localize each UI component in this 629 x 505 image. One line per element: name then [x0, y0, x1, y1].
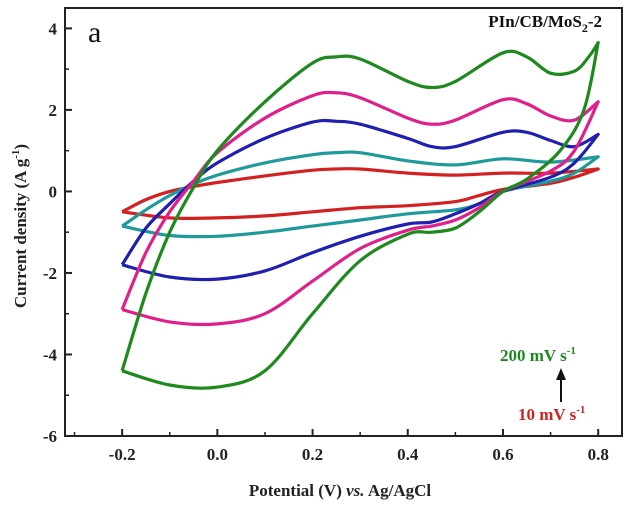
cv-curve-2 — [121, 150, 600, 239]
x-tick-label: 0.8 — [588, 445, 609, 464]
plot-frame — [64, 7, 623, 437]
x-axis-title: Potential (V) vs. Ag/AgCl — [249, 481, 432, 500]
bottom-rate-label: 10 mV s-1 — [518, 404, 585, 424]
y-tick-label: 4 — [49, 19, 58, 38]
cv-curve-5 — [120, 41, 600, 390]
x-tick-label: 0.0 — [207, 445, 228, 464]
cv-curve-3 — [120, 118, 600, 282]
ticks-layer: -0.2 0.0 0.2 0.4 0.6 0.8 -6 -4 -2 0 2 4 — [43, 19, 609, 464]
x-tick-label: -0.2 — [109, 445, 136, 464]
top-rate-label: 200 mV s-1 — [500, 345, 576, 365]
y-axis-title: Current density (A g-1) — [10, 144, 30, 308]
sample-label: PIn/CB/MoS2-2 — [488, 12, 602, 35]
x-tick-label: 0.4 — [397, 445, 419, 464]
y-tick-label: -2 — [43, 264, 57, 283]
panel-letter: a — [88, 16, 101, 49]
y-tick-label: 0 — [49, 182, 58, 201]
y-tick-label: 2 — [49, 101, 58, 120]
y-tick-label: -6 — [43, 427, 57, 446]
y-tick-label: -4 — [43, 345, 58, 364]
cv-curve-1 — [121, 167, 600, 221]
curves-layer — [120, 41, 600, 390]
cv-curve-4 — [120, 90, 600, 327]
rate-arrow — [556, 368, 566, 402]
x-tick-label: 0.6 — [492, 445, 513, 464]
x-tick-label: 0.2 — [302, 445, 323, 464]
